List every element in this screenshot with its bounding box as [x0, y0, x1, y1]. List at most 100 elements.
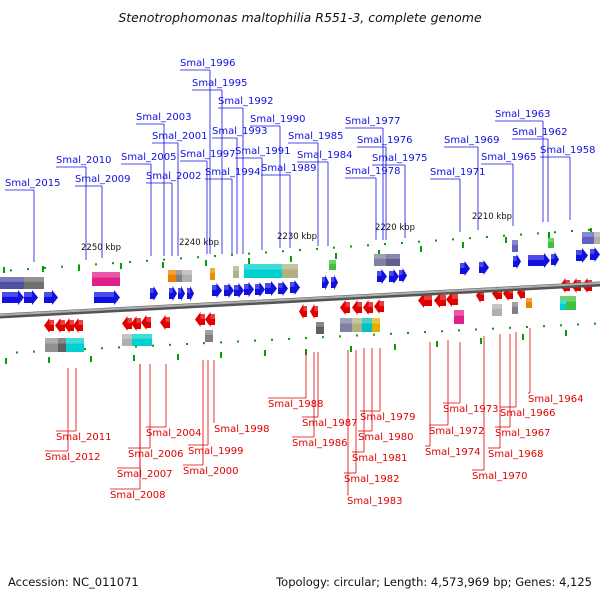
forward-gene-arrow — [460, 261, 470, 276]
forward-gene-arrow-shine — [576, 250, 582, 255]
feature-block-shine — [176, 270, 184, 275]
track-dot — [407, 331, 409, 334]
track-dot — [424, 331, 426, 334]
genome-title: Stenotrophomonas maltophilia R551-3, com… — [118, 10, 482, 25]
feature-block — [594, 232, 600, 244]
feature-block-shine — [210, 268, 215, 273]
track-dot — [435, 239, 437, 242]
track-dot — [282, 250, 284, 253]
track-dot — [520, 233, 522, 236]
scale-tick — [90, 356, 92, 362]
track-dot — [299, 249, 301, 252]
feature-block — [58, 338, 66, 352]
reverse-gene-label: Smal_1988 — [268, 399, 323, 410]
reverse-gene-arrow — [73, 318, 83, 333]
forward-gene-arrow-shine — [551, 254, 555, 259]
reverse-gene-label: Smal_1972 — [429, 426, 484, 437]
reverse-gene-label: Smal_1974 — [425, 447, 480, 458]
reverse-gene-label: Smal_2006 — [128, 449, 183, 460]
reverse-gene-label: Smal_2011 — [56, 432, 111, 443]
forward-gene-label: Smal_1995 — [192, 78, 247, 89]
track-dot — [441, 330, 443, 333]
forward-gene-arrow-shine — [278, 283, 283, 288]
forward-gene-label: Smal_1978 — [345, 166, 400, 177]
reverse-gene-arrow-shine — [303, 306, 307, 311]
track-dot — [214, 255, 216, 258]
forward-gene-arrow — [212, 283, 222, 298]
reverse-gene-arrow — [64, 318, 74, 333]
scale-labels: 2250 kbp 2240 kbp 2230 kbp 2220 kbp 2210… — [81, 212, 512, 253]
forward-gene-arrow-shine — [234, 285, 239, 290]
reverse-gene-label: Smal_2004 — [146, 428, 201, 439]
feature-block-shine — [594, 232, 600, 237]
track-dot — [186, 343, 188, 345]
forward-gene-arrow — [24, 290, 38, 305]
track-dot — [509, 326, 511, 329]
feature-block-shine — [548, 238, 554, 242]
track-dot — [356, 334, 358, 337]
scale-tick — [394, 344, 396, 350]
forward-gene-arrow — [377, 269, 387, 284]
track-dot — [254, 339, 256, 342]
track-dot — [305, 337, 307, 340]
feature-block-shine — [372, 318, 380, 324]
reverse-gene-arrow — [434, 293, 446, 308]
feature-block-shine — [582, 232, 594, 237]
forward-gene-arrow-shine — [460, 263, 465, 268]
feature-block-shine — [92, 272, 120, 278]
reverse-gene-arrow-shine — [78, 320, 83, 325]
track-dot — [180, 257, 182, 260]
forward-gene-arrow-shine — [169, 288, 173, 293]
forward-gene-arrow — [331, 275, 338, 290]
feature-block-shine — [386, 254, 400, 259]
reverse-gene-arrow-shine — [345, 302, 350, 307]
feature-block-shine — [512, 302, 518, 307]
forward-gene-arrow — [513, 254, 521, 269]
scale-tick — [350, 346, 352, 352]
accession-label: Accession: NC_011071 — [8, 575, 139, 589]
track-dot — [248, 252, 250, 255]
feature-block — [0, 277, 24, 289]
track-dot — [577, 323, 579, 326]
forward-gene-arrow — [528, 253, 550, 268]
forward-gene-arrow — [389, 269, 399, 284]
track-dot — [543, 325, 545, 328]
feature-block-shine — [182, 270, 192, 275]
forward-gene-label: Smal_1975 — [372, 153, 427, 164]
forward-gene-arrow-shine — [178, 288, 182, 293]
reverse-gene-label: Smal_1983 — [347, 496, 402, 507]
reverse-gene-arrow — [122, 316, 132, 331]
forward-gene-arrow — [551, 252, 559, 267]
feature-block-shine — [316, 322, 324, 327]
feature-block-shine — [340, 318, 352, 324]
reverse-gene-arrow — [160, 315, 170, 330]
forward-gene-arrow-shine — [44, 292, 52, 297]
scale-label: 2240 kbp — [179, 238, 219, 248]
reverse-gene-arrow — [299, 304, 307, 319]
reverse-gene-arrow — [205, 312, 215, 327]
reverse-gene-arrow-shine — [210, 314, 215, 319]
track-dot — [486, 235, 488, 238]
track-dot — [503, 234, 505, 237]
scale-tick — [205, 260, 207, 266]
track-dot — [316, 247, 318, 250]
forward-gene-label: Smal_1994 — [205, 167, 260, 178]
feature-block — [66, 338, 84, 352]
reverse-gene-label: Smal_1973 — [443, 404, 498, 415]
forward-gene-label: Smal_1962 — [512, 127, 567, 138]
reverse-gene-label: Smal_1999 — [188, 446, 243, 457]
feature-block — [374, 254, 388, 266]
forward-gene-arrow — [255, 282, 265, 297]
forward-gene-arrow-shine — [479, 262, 484, 267]
forward-gene-arrow-shine — [377, 271, 382, 276]
feature-block — [282, 264, 298, 278]
forward-gene-arrow-shine — [528, 255, 544, 260]
forward-gene-arrow — [479, 260, 489, 275]
forward-gene-arrow-shine — [290, 282, 295, 287]
forward-gene-arrow-shine — [331, 277, 335, 282]
feature-block-shine — [492, 304, 502, 309]
forward-gene-arrow-shine — [513, 256, 517, 261]
scale-tick — [590, 228, 592, 234]
reverse-gene-arrow — [374, 299, 384, 314]
